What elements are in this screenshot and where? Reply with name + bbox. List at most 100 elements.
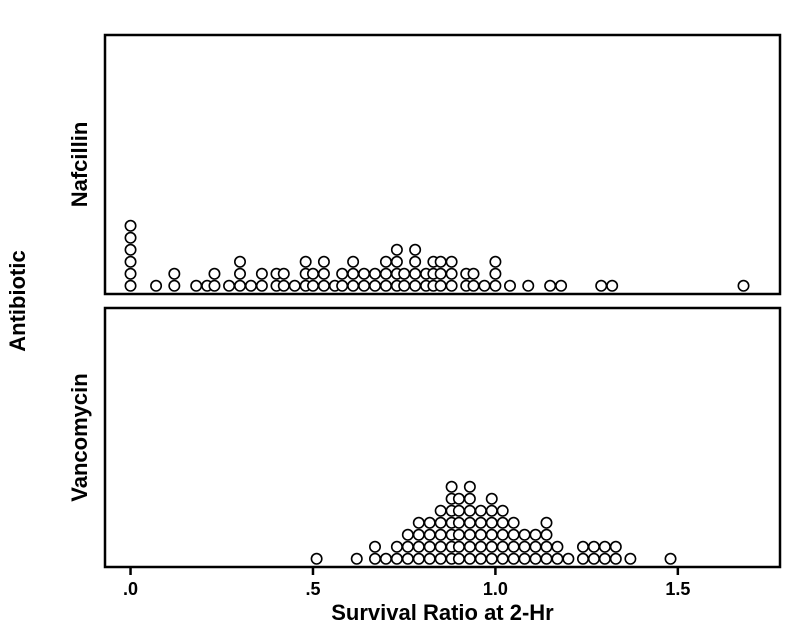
data-point: [435, 554, 445, 564]
data-point: [319, 281, 329, 291]
data-point: [487, 494, 497, 504]
data-point: [498, 542, 508, 552]
data-point: [125, 233, 135, 243]
data-point: [414, 530, 424, 540]
data-point: [607, 281, 617, 291]
x-tick-label: 1.0: [483, 579, 508, 599]
data-point: [530, 542, 540, 552]
data-point: [468, 281, 478, 291]
data-point: [465, 506, 475, 516]
data-point: [508, 542, 518, 552]
data-point: [490, 257, 500, 267]
data-point: [300, 257, 310, 267]
data-point: [476, 518, 486, 528]
data-point: [425, 542, 435, 552]
data-point: [425, 518, 435, 528]
data-point: [435, 542, 445, 552]
data-point: [523, 281, 533, 291]
data-point: [454, 530, 464, 540]
panel-frame: [105, 35, 780, 294]
data-point: [209, 269, 219, 279]
data-point: [359, 281, 369, 291]
data-point: [399, 269, 409, 279]
data-point: [476, 554, 486, 564]
data-point: [498, 506, 508, 516]
data-point: [257, 281, 267, 291]
data-point: [556, 281, 566, 291]
data-point: [425, 530, 435, 540]
data-point: [446, 482, 456, 492]
data-point: [435, 518, 445, 528]
data-point: [435, 257, 445, 267]
data-point: [600, 542, 610, 552]
data-point: [589, 542, 599, 552]
data-point: [446, 257, 456, 267]
data-point: [541, 530, 551, 540]
data-point: [403, 530, 413, 540]
data-point: [479, 281, 489, 291]
data-point: [125, 221, 135, 231]
data-point: [508, 518, 518, 528]
data-point: [290, 281, 300, 291]
data-point: [381, 281, 391, 291]
data-point: [530, 554, 540, 564]
data-point: [519, 530, 529, 540]
data-point: [454, 494, 464, 504]
data-point: [435, 506, 445, 516]
data-point: [487, 518, 497, 528]
data-point: [465, 554, 475, 564]
data-point: [505, 281, 515, 291]
data-point: [169, 269, 179, 279]
data-point: [319, 257, 329, 267]
data-point: [370, 281, 380, 291]
data-point: [125, 269, 135, 279]
data-point: [191, 281, 201, 291]
x-tick-label: .5: [305, 579, 320, 599]
data-point: [519, 554, 529, 564]
data-point: [337, 269, 347, 279]
data-point: [348, 257, 358, 267]
data-point: [125, 245, 135, 255]
data-point: [425, 554, 435, 564]
data-point: [589, 554, 599, 564]
data-point: [508, 554, 518, 564]
data-point: [468, 269, 478, 279]
data-point: [625, 554, 635, 564]
data-point: [392, 245, 402, 255]
data-point: [487, 554, 497, 564]
data-point: [435, 530, 445, 540]
data-point: [498, 530, 508, 540]
data-point: [476, 542, 486, 552]
data-point: [308, 281, 318, 291]
data-point: [257, 269, 267, 279]
data-point: [600, 554, 610, 564]
data-point: [465, 494, 475, 504]
data-point: [370, 269, 380, 279]
data-point: [578, 542, 588, 552]
data-point: [381, 269, 391, 279]
data-point: [552, 554, 562, 564]
data-point: [414, 542, 424, 552]
data-point: [563, 554, 573, 564]
data-point: [541, 518, 551, 528]
y-axis-label: Antibiotic: [5, 250, 30, 351]
data-point: [465, 482, 475, 492]
data-point: [370, 554, 380, 564]
data-point: [410, 257, 420, 267]
x-tick-label: .0: [123, 579, 138, 599]
data-point: [498, 518, 508, 528]
data-point: [235, 269, 245, 279]
data-point: [392, 257, 402, 267]
data-point: [125, 257, 135, 267]
panel-label: Vancomycin: [67, 373, 92, 501]
data-point: [399, 281, 409, 291]
data-point: [530, 530, 540, 540]
data-point: [308, 269, 318, 279]
data-point: [169, 281, 179, 291]
data-point: [454, 542, 464, 552]
data-point: [487, 530, 497, 540]
data-point: [454, 518, 464, 528]
data-point: [410, 281, 420, 291]
data-point: [224, 281, 234, 291]
data-point: [410, 245, 420, 255]
